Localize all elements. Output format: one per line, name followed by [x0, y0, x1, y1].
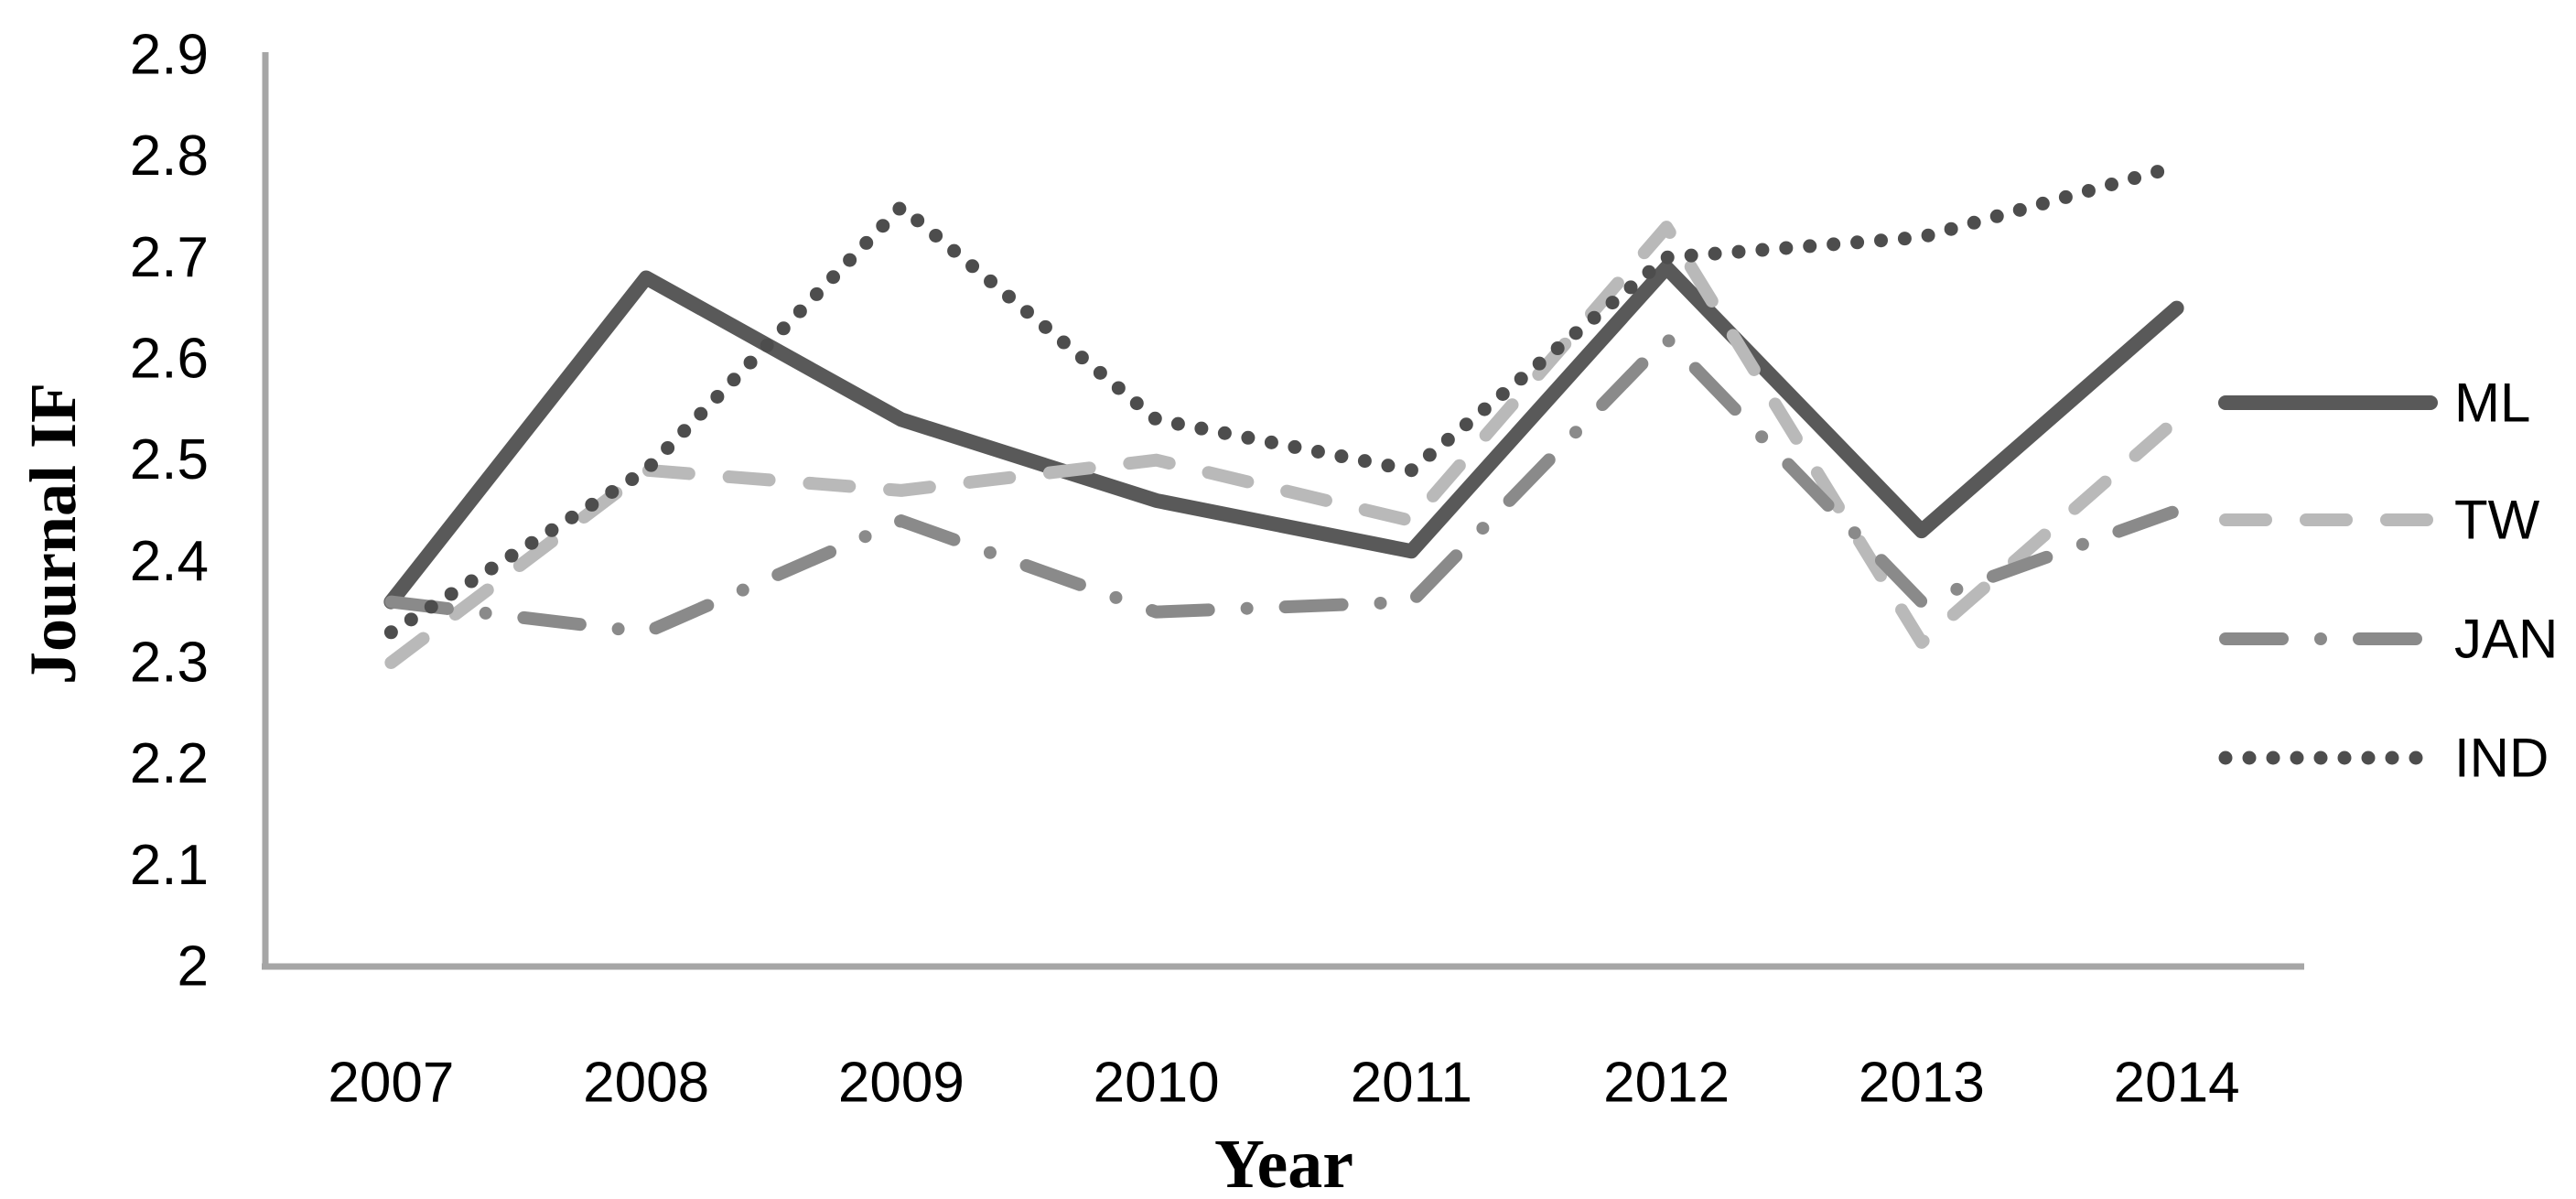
- x-tick-label: 2011: [1351, 1052, 1472, 1115]
- legend-item-tw: TW: [2219, 490, 2540, 551]
- series-line-ml: [383, 260, 2184, 610]
- x-tick-label: 2008: [583, 1052, 709, 1115]
- y-tick-label: 2.3: [130, 632, 209, 695]
- legend-item-ml: ML: [2218, 373, 2530, 434]
- series-line-tw: [384, 221, 2183, 669]
- y-tick-label: 2.8: [130, 124, 209, 188]
- y-tick-label: 2.6: [130, 328, 209, 391]
- legend-label: IND: [2454, 728, 2549, 789]
- x-tick-label: 2007: [328, 1052, 454, 1115]
- legend: ML TW JAN IND: [2218, 373, 2558, 789]
- y-tick-label: 2.2: [130, 732, 209, 795]
- x-axis-tick-labels: 2007 2008 2009 2010 2011 2012 2013 2014: [328, 1052, 2239, 1115]
- legend-label: JAN: [2454, 609, 2558, 670]
- y-tick-label: 2.1: [130, 834, 209, 897]
- y-axis-title: Journal IF: [16, 383, 90, 685]
- y-tick-label: 2.7: [130, 226, 209, 289]
- x-axis-title: Year: [1214, 1126, 1353, 1199]
- x-tick-label: 2013: [1859, 1052, 1985, 1115]
- y-axis-tick-labels: 2 2.1 2.2 2.3 2.4 2.5 2.6 2.7 2.8 2.9: [130, 24, 209, 999]
- x-tick-label: 2014: [2114, 1052, 2240, 1115]
- y-tick-label: 2: [178, 935, 209, 999]
- series-line-jan: [384, 331, 2183, 639]
- legend-item-jan: JAN: [2219, 609, 2558, 670]
- y-tick-label: 2.9: [130, 24, 209, 87]
- series-lines: [383, 159, 2184, 669]
- x-tick-label: 2009: [838, 1052, 965, 1115]
- y-tick-label: 2.5: [130, 428, 209, 491]
- x-tick-label: 2012: [1603, 1052, 1730, 1115]
- y-tick-label: 2.4: [130, 530, 209, 593]
- legend-label: TW: [2454, 490, 2540, 551]
- legend-item-ind: IND: [2218, 728, 2549, 789]
- series-line-ind: [383, 159, 2184, 640]
- legend-label: ML: [2454, 373, 2530, 434]
- x-tick-label: 2010: [1094, 1052, 1220, 1115]
